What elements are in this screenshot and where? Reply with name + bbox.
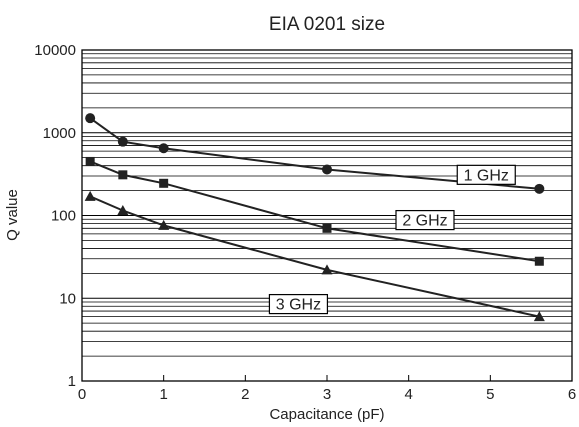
data-point <box>158 143 169 154</box>
data-point <box>321 264 333 275</box>
label-text: 2 GHz <box>402 213 447 230</box>
label-text: 1 GHz <box>464 167 509 184</box>
x-tick-label: 2 <box>241 386 249 403</box>
data-point <box>117 136 128 147</box>
x-axis-ticks: 0 1 2 3 4 5 6 <box>78 375 576 403</box>
data-point <box>158 219 170 230</box>
series-2-ghz <box>85 156 544 266</box>
x-tick-label: 3 <box>323 386 331 403</box>
x-tick-label: 1 <box>159 386 167 403</box>
y-axis-ticks: 1 10 100 1000 10000 <box>34 42 76 390</box>
data-point <box>534 183 545 194</box>
x-tick-label: 6 <box>568 386 576 403</box>
y-axis-label: Q value <box>4 189 21 241</box>
x-tick-label: 5 <box>486 386 494 403</box>
label-box <box>268 293 329 315</box>
series-3-ghz <box>84 190 545 322</box>
series-labels: 1 GHz 2 GHz 3 GHz <box>268 164 516 315</box>
series-1-ghz <box>85 113 545 194</box>
x-tick-label: 0 <box>78 386 86 403</box>
data-point <box>84 190 96 201</box>
data-point <box>159 178 169 188</box>
data-point <box>322 164 332 175</box>
data-point <box>533 311 545 322</box>
y-tick-label: 1 <box>68 373 76 390</box>
data-point <box>117 204 129 215</box>
data-point <box>118 170 128 180</box>
x-axis-label: Capacitance (pF) <box>269 406 384 423</box>
y-tick-label: 100 <box>51 208 76 225</box>
label-box <box>456 164 516 185</box>
y-tick-label: 10000 <box>34 42 76 59</box>
data-point <box>85 156 95 166</box>
data-point <box>534 256 544 266</box>
data-point <box>322 223 332 233</box>
series-layer <box>84 113 545 322</box>
y-tick-label: 1000 <box>43 125 76 142</box>
series-label-1-ghz: 1 GHz <box>456 164 516 185</box>
x-tick-label: 4 <box>404 386 412 403</box>
chart-title: EIA 0201 size <box>269 14 385 35</box>
data-point <box>85 113 96 124</box>
label-text: 3 GHz <box>276 297 321 314</box>
series-label-2-ghz: 2 GHz <box>395 209 455 231</box>
label-box <box>395 209 455 231</box>
grid <box>82 53 572 357</box>
y-tick-label: 10 <box>59 290 76 307</box>
series-label-3-ghz: 3 GHz <box>268 293 329 315</box>
